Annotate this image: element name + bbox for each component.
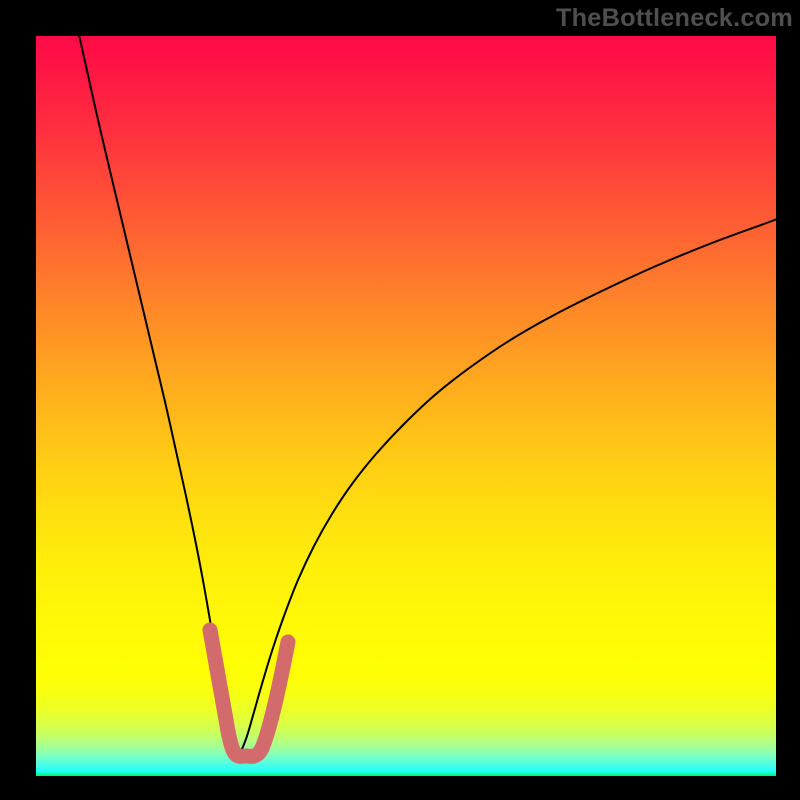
watermark-label: TheBottleneck.com (556, 4, 793, 33)
bottleneck-chart (36, 36, 776, 776)
gradient-background (36, 36, 776, 776)
plot-area (36, 36, 776, 776)
